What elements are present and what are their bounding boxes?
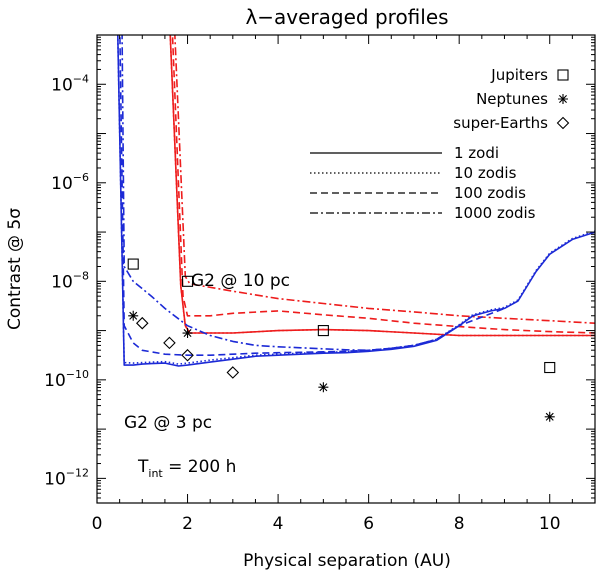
legend-label-dotted: 10 zodis [454,164,517,182]
x-tick-label: 0 [92,514,103,534]
legend-label-square: Jupiters [490,66,548,84]
annotation-tint: Tint = 200 h [137,457,236,480]
planet-diamond-point [226,366,240,379]
planet-square-point [127,258,139,270]
planet-square-point [544,361,556,374]
series-layer [116,35,595,367]
planet-diamond-point [163,336,176,350]
tint-value: = 200 h [163,457,237,477]
x-tick-label: 10 [539,514,561,534]
planet-asterisk-point [544,411,555,422]
y-tick-label: 10−6 [51,171,89,194]
planet-asterisk-point [182,328,193,339]
x-axis-label: Physical separation (AU) [243,551,451,571]
annotation-g2-3pc: G2 @ 3 pc [124,413,212,433]
planet-diamond-point [181,348,194,362]
annotation-g2-10pc: G2 @ 10 pc [191,271,290,291]
series-g2-10pc-100zodi [171,35,595,334]
legend-label-dashdot: 1000 zodis [454,204,536,222]
title-text: −averaged profiles [257,5,448,29]
legend-label-diamond: super-Earths [453,114,548,132]
y-tick-label: 10−10 [44,368,89,391]
legend-label-asterisk: Neptunes [476,90,548,108]
tint-main: T [137,457,149,477]
legend-diamond-symbol [556,116,570,130]
legend-square-symbol [557,69,569,81]
y-axis-label: Contrast @ 5σ [5,208,25,330]
series-g2-3pc-100zodi [119,35,505,357]
y-axis-ticks: 10−12 10−10 10−8 10−6 10−4 [44,34,595,499]
planet-asterisk-point [318,382,329,393]
planet-diamond-point [135,316,149,330]
planet-markers [127,258,556,422]
planet-legend: Jupiters Neptunes super-Earths [453,66,570,132]
y-tick-label: 10−8 [51,269,89,292]
y-axis-label-sigma: σ [5,208,25,219]
series-g2-3pc-1zodi [116,35,595,367]
legend-asterisk-symbol [558,94,568,104]
planet-asterisk-point [128,310,139,321]
legend-label-dashed: 100 zodis [454,184,526,202]
x-tick-label: 6 [363,514,374,534]
series-g2-10pc-1000zodi [174,35,595,324]
y-tick-label: 10−4 [51,72,89,95]
x-tick-label: 2 [182,514,193,534]
chart-title: λ−averaged profiles [245,5,448,29]
x-tick-label: 8 [454,514,465,534]
series-g2-3pc-10zodi [116,35,595,365]
tint-sub: int [148,467,163,480]
planet-square-point [317,325,329,337]
x-tick-label: 4 [273,514,284,534]
y-tick-label: 10−12 [44,466,89,489]
planet-square-point [181,275,194,287]
series-g2-10pc-10zodi [169,35,595,337]
line-legend: 1 zodi 10 zodis 100 zodis 1000 zodis [310,144,536,222]
legend-label-solid: 1 zodi [454,144,499,162]
series-g2-3pc-1000zodi [121,35,460,352]
title-lambda: λ [245,5,257,29]
y-axis-label-main: Contrast @ 5 [5,219,25,330]
